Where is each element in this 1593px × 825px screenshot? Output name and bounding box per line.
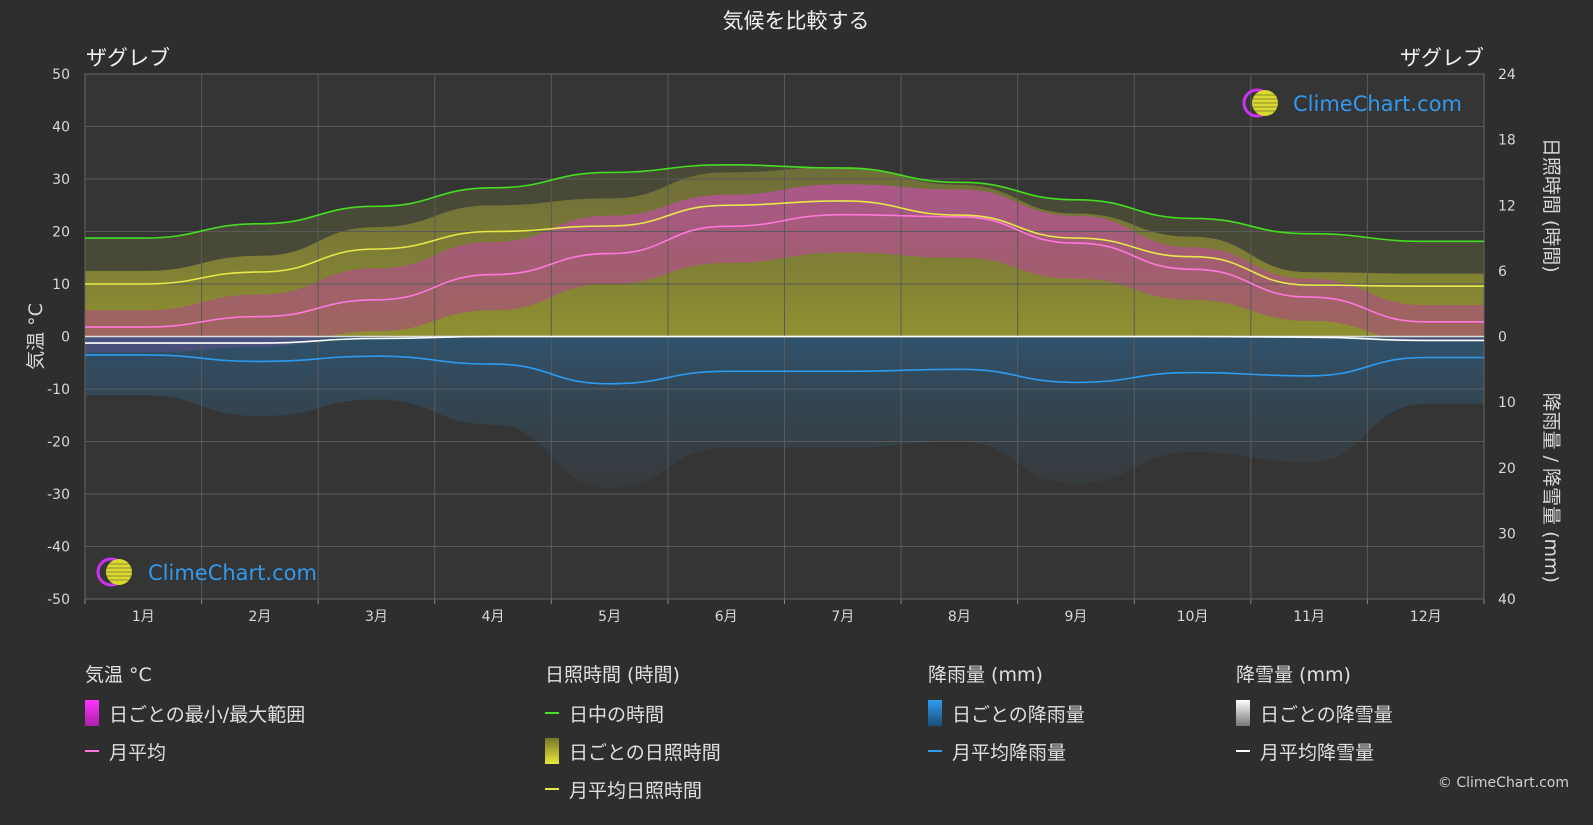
temp-range-swatch [85, 700, 99, 726]
legend-label: 日ごとの日照時間 [569, 741, 721, 764]
rain-mean-line [85, 354, 1484, 385]
y-left-tick-label: 10 [52, 277, 70, 293]
legend-temperature: 気温 °C 日ごとの最小/最大範囲 月平均 [85, 660, 305, 777]
y-left-tick-label: -50 [47, 592, 70, 608]
legend-sunshine: 日照時間 (時間) 日中の時間 日ごとの日照時間 月平均日照時間 [545, 660, 721, 815]
legend-item-sunshine-mean: 月平均日照時間 [545, 777, 721, 802]
location-left: ザグレブ [86, 46, 170, 70]
y-right-precip-axis-title: 降雨量 / 降雪量 (mm) [1540, 393, 1562, 583]
y-left-tick-label: 40 [52, 120, 70, 136]
legend-item-daily-rain: 日ごとの降雨量 [928, 700, 1085, 726]
temp-mean-swatch [85, 750, 99, 752]
daily-snow-swatch [1236, 700, 1250, 726]
y-right-precip-tick-label: 40 [1498, 592, 1516, 608]
chart-title: 気候を比較する [723, 9, 870, 33]
logo-icon-top [1242, 88, 1278, 118]
legend-label: 月平均 [109, 741, 167, 764]
y-right-precip-tick-label: 30 [1498, 526, 1516, 542]
y-right-precip-tick-label: 20 [1498, 461, 1516, 477]
y-left-axis-title: 気温 °C [25, 303, 47, 370]
watermark-bottom: ClimeChart.com [148, 561, 317, 585]
legend-rain-title: 降雨量 (mm) [928, 664, 1043, 686]
legend-label: 日ごとの降雨量 [952, 703, 1085, 726]
y-right-sunshine-tick-label: 0 [1498, 330, 1507, 346]
legend-item-rain-mean: 月平均降雨量 [928, 739, 1085, 764]
legend-label: 日ごとの降雪量 [1260, 703, 1393, 726]
watermark-top: ClimeChart.com [1293, 92, 1462, 116]
legend-item-snow-mean: 月平均降雪量 [1236, 739, 1393, 764]
y-right-sunshine-tick-label: 6 [1498, 264, 1507, 280]
x-tick-label: 8月 [948, 609, 971, 625]
copyright: © ClimeChart.com [1437, 775, 1569, 791]
legend-label: 月平均日照時間 [569, 779, 703, 802]
x-tick-label: 3月 [365, 609, 388, 625]
snow-mean-line [85, 335, 1484, 344]
daylight-line [85, 163, 1484, 243]
y-left-tick-label: 50 [52, 67, 70, 83]
x-tick-label: 12月 [1410, 609, 1442, 625]
legend-label: 日ごとの最小/最大範囲 [109, 703, 306, 726]
temperature-mean-line [85, 213, 1484, 328]
x-tick-label: 9月 [1064, 609, 1087, 625]
legend-item-daily-snow: 日ごとの降雪量 [1236, 700, 1393, 726]
legend-rain: 降雨量 (mm) 日ごとの降雨量 月平均降雨量 [928, 660, 1085, 777]
legend-item-temp-range: 日ごとの最小/最大範囲 [85, 700, 306, 726]
y-right-precip-tick-label: 10 [1498, 395, 1516, 411]
x-tick-label: 4月 [482, 609, 505, 625]
y-left-tick-label: 30 [52, 172, 70, 188]
rain-mean-swatch [928, 750, 942, 752]
y-left-tick-label: -30 [47, 487, 70, 503]
x-tick-label: 5月 [598, 609, 621, 625]
sunshine-mean-line [85, 200, 1484, 287]
legend-label: 月平均降雪量 [1260, 741, 1375, 764]
legend-label: 日中の時間 [569, 703, 665, 726]
y-right-sunshine-tick-label: 12 [1498, 198, 1516, 214]
x-tick-label: 10月 [1177, 609, 1209, 625]
legend-temperature-title: 気温 °C [85, 664, 152, 686]
legend-snow-title: 降雪量 (mm) [1236, 664, 1351, 686]
y-left-tick-label: 20 [52, 225, 70, 241]
snow-mean-swatch [1236, 750, 1250, 752]
y-left-tick-label: -40 [47, 540, 70, 556]
sunshine-mean-swatch [545, 788, 559, 790]
y-left-tick-label: -10 [47, 382, 70, 398]
y-right-sunshine-tick-label: 18 [1498, 133, 1516, 149]
legend-snow: 降雪量 (mm) 日ごとの降雪量 月平均降雪量 [1236, 660, 1393, 777]
logo-icon-bottom [96, 557, 132, 587]
y-left-tick-label: 0 [61, 330, 70, 346]
daylight-swatch [545, 712, 559, 714]
legend-label: 月平均降雨量 [952, 741, 1067, 764]
x-tick-label: 7月 [831, 609, 854, 625]
legend-item-daily-sunshine: 日ごとの日照時間 [545, 738, 721, 764]
x-tick-label: 6月 [715, 609, 738, 625]
legend-item-temp-mean: 月平均 [85, 739, 305, 764]
x-tick-label: 2月 [248, 609, 271, 625]
daily-sunshine-swatch [545, 738, 559, 764]
y-left-tick-label: -20 [47, 435, 70, 451]
y-right-sunshine-tick-label: 24 [1498, 67, 1516, 83]
daily-rain-swatch [928, 700, 942, 726]
legend-sunshine-title: 日照時間 (時間) [545, 664, 680, 686]
location-right: ザグレブ [1400, 46, 1484, 70]
x-tick-label: 11月 [1293, 609, 1325, 625]
y-right-sunshine-axis-title: 日照時間 (時間) [1540, 138, 1562, 273]
legend-item-daylight: 日中の時間 [545, 701, 721, 726]
series-layer [85, 163, 1484, 385]
x-tick-label: 1月 [132, 609, 155, 625]
